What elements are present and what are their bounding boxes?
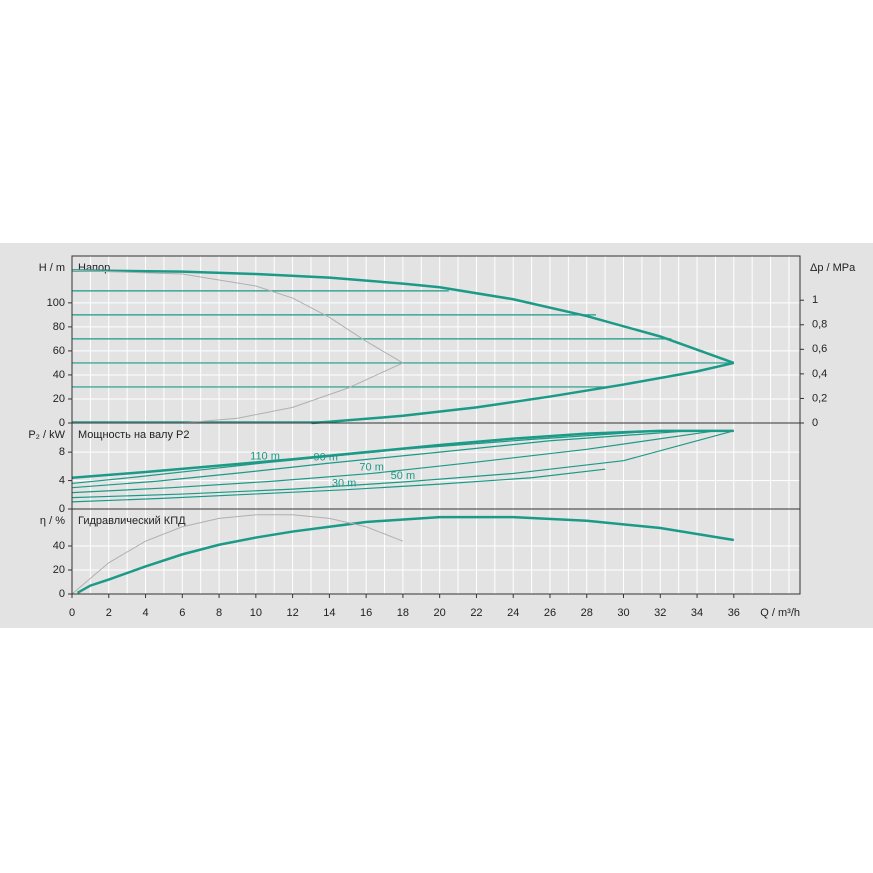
y-tick-label: 100 — [47, 297, 65, 309]
y-tick-label: 0 — [59, 503, 65, 515]
x-tick-label: 28 — [581, 607, 593, 619]
curve — [71, 514, 404, 595]
panel-title: Мощность на валу P2 — [78, 429, 190, 441]
x-tick-label: 22 — [470, 607, 482, 619]
x-tick-label: 8 — [216, 607, 222, 619]
curve-label: 50 m — [391, 470, 415, 482]
x-tick-label: 32 — [654, 607, 666, 619]
y-tick-label: 40 — [53, 369, 65, 381]
curve — [182, 362, 404, 424]
y-axis-label: P₂ / kW — [28, 429, 65, 441]
x-tick-label: 30 — [617, 607, 629, 619]
x-tick-label: 0 — [69, 607, 75, 619]
curve — [71, 269, 404, 364]
curve-label: 30 m — [332, 478, 356, 490]
y-tick-label: 20 — [53, 564, 65, 576]
y2-tick-label: 1 — [812, 294, 818, 306]
x-axis-label: Q / m³/h — [760, 607, 800, 619]
y2-tick-label: 0,8 — [812, 319, 827, 331]
y-tick-label: 60 — [53, 345, 65, 357]
y-tick-label: 20 — [53, 393, 65, 405]
curve — [71, 430, 734, 499]
plot-frame — [71, 508, 801, 595]
curve — [71, 430, 690, 489]
y-tick-label: 4 — [59, 474, 65, 486]
y2-tick-label: 0,2 — [812, 392, 827, 404]
curve — [310, 361, 735, 425]
panel-title: Напор — [78, 262, 110, 274]
y2-tick-label: 0,6 — [812, 343, 827, 355]
curve-label: 110 m — [250, 451, 280, 463]
curve — [71, 429, 734, 479]
y-tick-label: 8 — [59, 446, 65, 458]
curve — [71, 269, 735, 365]
curve — [71, 468, 606, 503]
curve-label: 70 m — [359, 461, 383, 473]
x-tick-label: 34 — [691, 607, 703, 619]
y2-tick-label: 0 — [812, 417, 818, 429]
y-axis-label: H / m — [39, 262, 65, 274]
x-tick-label: 26 — [544, 607, 556, 619]
y2-axis-label: Δp / MPa — [810, 262, 856, 274]
y-tick-label: 0 — [59, 417, 65, 429]
x-tick-label: 20 — [434, 607, 446, 619]
x-tick-label: 24 — [507, 607, 519, 619]
x-tick-label: 4 — [142, 607, 148, 619]
x-tick-label: 16 — [360, 607, 372, 619]
x-tick-label: 10 — [250, 607, 262, 619]
x-tick-label: 6 — [179, 607, 185, 619]
x-tick-label: 2 — [106, 607, 112, 619]
y2-tick-label: 0,4 — [812, 368, 827, 380]
x-tick-label: 36 — [728, 607, 740, 619]
panel-title: Гидравлический КПД — [78, 515, 186, 527]
y-tick-label: 40 — [53, 540, 65, 552]
y-tick-label: 80 — [53, 321, 65, 333]
x-tick-label: 14 — [323, 607, 335, 619]
x-tick-label: 12 — [286, 607, 298, 619]
curve — [71, 430, 716, 494]
y-tick-label: 0 — [59, 588, 65, 600]
curve — [71, 430, 661, 485]
y-axis-label: η / % — [40, 515, 65, 527]
curve-label: 90 m — [313, 451, 337, 463]
curve — [76, 515, 735, 594]
x-tick-label: 18 — [397, 607, 409, 619]
